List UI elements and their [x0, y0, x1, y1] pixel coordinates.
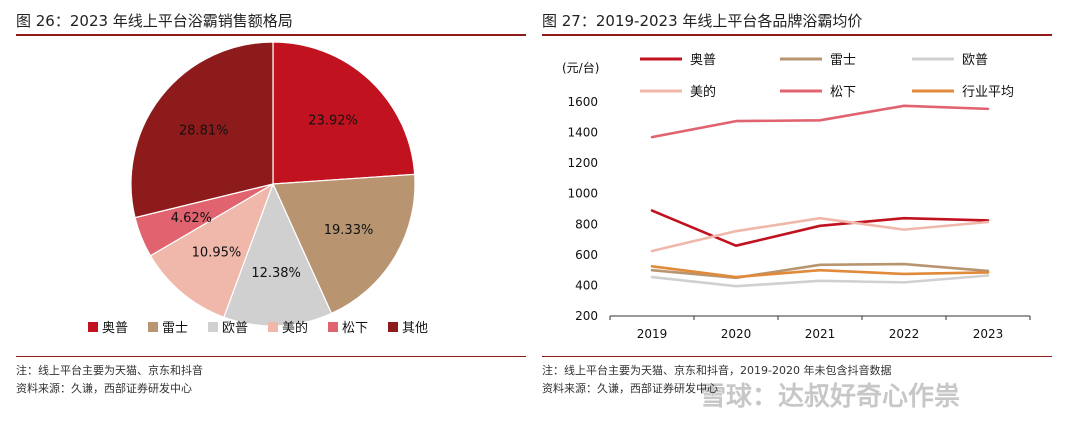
pie-chart-note: 注：线上平台主要为天猫、京东和抖音 — [16, 364, 203, 377]
pie-chart: 23.92% 19.33% 12.38% 10.95% 4.62% 28.81% 奥普 雷士 欧… — [88, 41, 428, 336]
legend-label: 松下 — [830, 85, 856, 100]
y-tick-label: 600 — [575, 248, 598, 262]
series-line — [650, 104, 990, 139]
line-chart-note: 注：线上平台主要为天猫、京东和抖音，2019-2020 年未包含抖音数据 — [542, 364, 892, 377]
legend-swatch — [388, 322, 398, 332]
title-rule — [542, 34, 1052, 36]
x-tick-label: 2020 — [721, 327, 752, 341]
pie-slice-label: 28.81% — [179, 124, 229, 139]
pie-chart-panel: 图 26：2023 年线上平台浴霸销售额格局 23.92% 19.33% 12.38… — [0, 0, 528, 428]
pie-slice-label: 23.92% — [308, 114, 358, 129]
legend-label: 其他 — [402, 321, 428, 336]
pie-chart-source: 资料来源：久谦，西部证券研发中心 — [16, 382, 192, 395]
pie-slice-label: 10.95% — [192, 245, 242, 260]
series-line — [650, 216, 990, 253]
x-tick-label: 2023 — [973, 327, 1004, 341]
legend-label: 奥普 — [102, 321, 128, 336]
y-axis-unit: (元/台) — [562, 60, 599, 75]
title-rule — [16, 34, 526, 36]
pie-slice — [130, 41, 274, 219]
pie-slice — [272, 173, 416, 315]
legend-label: 奥普 — [690, 53, 716, 68]
series-line — [650, 274, 990, 288]
legend-label: 欧普 — [222, 321, 248, 336]
series-line — [650, 262, 990, 280]
x-tick-label: 2022 — [889, 327, 920, 341]
pie-slice-label: 19.33% — [324, 223, 374, 238]
footer-rule — [16, 356, 526, 357]
pie-chart-title: 图 26：2023 年线上平台浴霸销售额格局 — [16, 12, 293, 30]
legend-label: 行业平均 — [962, 85, 1014, 100]
line-chart-panel: 图 27：2019-2023 年线上平台各品牌浴霸均价 (元/台) 200 400 6… — [540, 0, 1080, 428]
series-line — [650, 265, 990, 279]
legend-swatch — [268, 322, 278, 332]
legend-label: 松下 — [342, 321, 368, 336]
legend-label: 美的 — [282, 320, 308, 336]
y-tick-label: 1200 — [567, 156, 598, 170]
watermark: 雪球：达叔好奇心作祟 — [700, 382, 961, 412]
line-chart-title: 图 27：2019-2023 年线上平台各品牌浴霸均价 — [542, 12, 863, 30]
y-tick-label: 200 — [575, 309, 598, 323]
y-tick-label: 1600 — [567, 95, 598, 109]
pie-slice-label: 4.62% — [171, 211, 212, 226]
pie-slice — [149, 182, 275, 318]
pie-slice-label: 12.38% — [251, 266, 301, 281]
pie-slice — [272, 41, 416, 185]
legend-label: 美的 — [690, 84, 716, 100]
x-tick-label: 2021 — [805, 327, 836, 341]
x-tick-label: 2019 — [637, 327, 668, 341]
legend-swatch — [88, 322, 98, 332]
y-tick-label: 1400 — [567, 126, 598, 140]
y-tick-label: 800 — [575, 217, 598, 231]
pie-slice — [223, 182, 333, 327]
legend-swatch — [328, 322, 338, 332]
legend-swatch — [148, 322, 158, 332]
line-chart-source: 资料来源：久谦，西部证券研发中心 — [542, 382, 718, 395]
legend-label: 欧普 — [962, 53, 988, 68]
legend-label: 雷士 — [830, 53, 856, 68]
y-tick-label: 400 — [575, 278, 598, 292]
legend-swatch — [208, 322, 218, 332]
legend-label: 雷士 — [162, 321, 188, 336]
footer-rule — [542, 356, 1052, 357]
line-chart: (元/台) 200 400 600 800 1000 1200 1400 1600 2019 202… — [562, 53, 1031, 341]
y-tick-label: 1000 — [567, 187, 598, 201]
series-line — [650, 209, 990, 247]
